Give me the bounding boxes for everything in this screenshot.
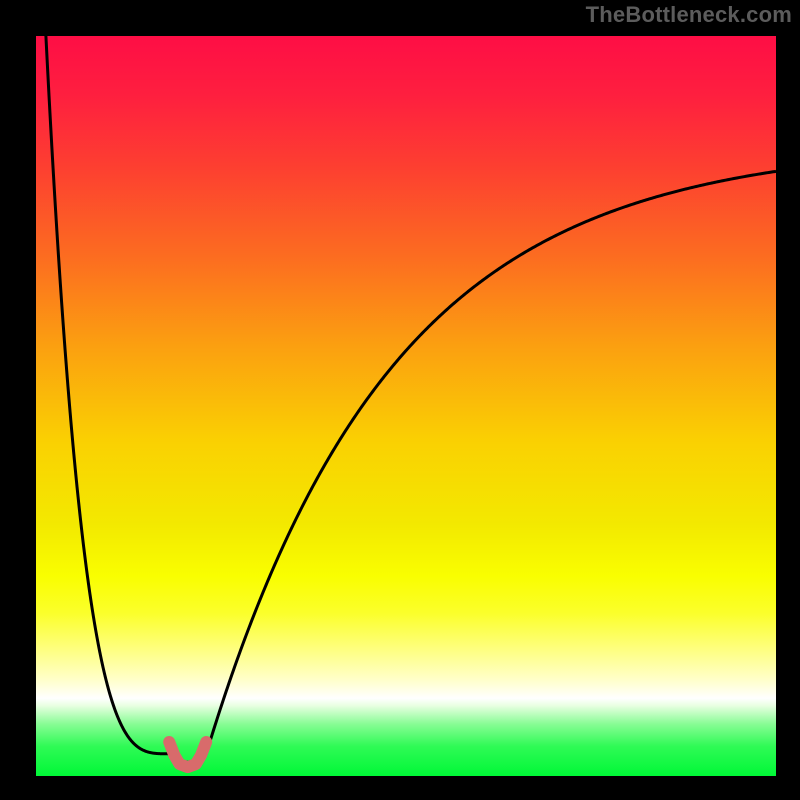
bottleneck-curve-line <box>43 0 776 762</box>
watermark-text: TheBottleneck.com <box>586 2 792 28</box>
minimum-marker <box>169 742 206 767</box>
chart-svg <box>36 36 776 776</box>
chart-container: TheBottleneck.com <box>0 0 800 800</box>
plot-area <box>36 36 776 776</box>
